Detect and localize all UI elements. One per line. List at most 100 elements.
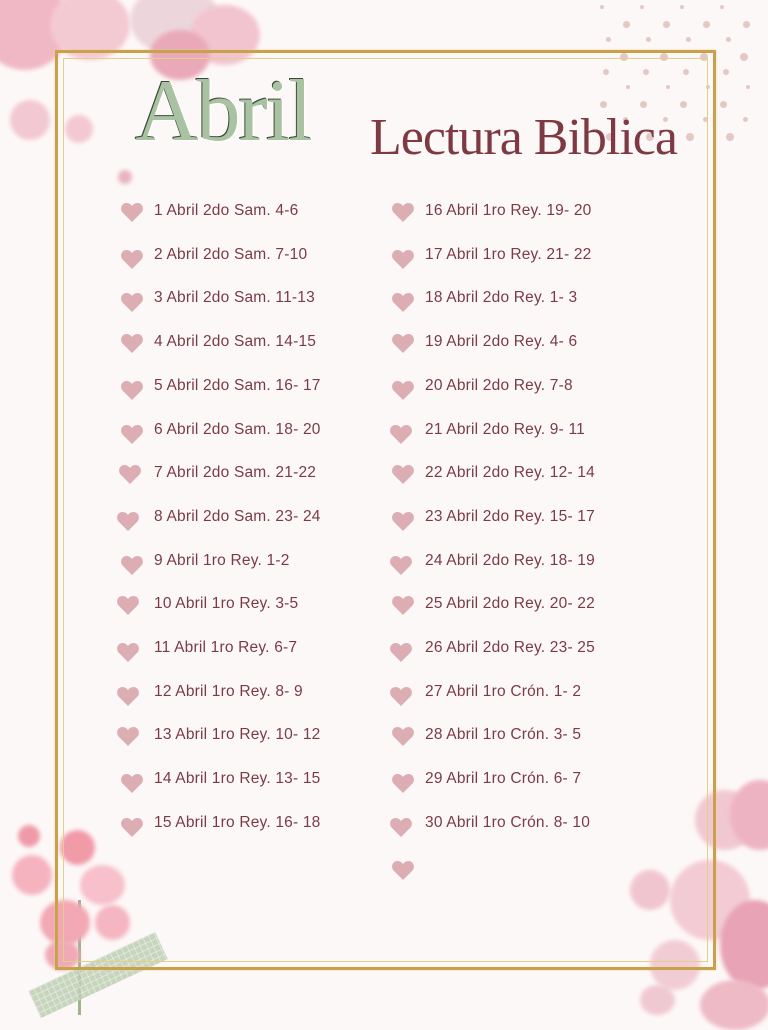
reading-item: 17 Abril 1ro Rey. 21- 22 <box>391 246 591 271</box>
dot <box>683 69 689 75</box>
dot <box>643 69 649 75</box>
reading-item: 29 Abril 1ro Crón. 6- 7 <box>391 770 581 795</box>
reading-item: 21 Abril 2do Rey. 9- 11 <box>389 421 585 446</box>
dot <box>646 37 651 42</box>
reading-item: 6 Abril 2do Sam. 18- 20 <box>120 421 320 446</box>
heart-icon <box>392 293 414 313</box>
heart-icon <box>392 596 414 616</box>
reading-text: 27 Abril 1ro Crón. 1- 2 <box>425 682 582 700</box>
dot <box>600 101 607 108</box>
heart-icon <box>390 817 412 837</box>
reading-text: 20 Abril 2do Rey. 7-8 <box>425 376 573 394</box>
reading-item: 15 Abril 1ro Rey. 16- 18 <box>120 814 320 839</box>
dot <box>703 21 710 28</box>
heart-icon <box>117 596 139 616</box>
dot <box>686 133 694 141</box>
heart-icon <box>121 817 143 837</box>
reading-item: 20 Abril 2do Rey. 7-8 <box>391 377 573 402</box>
reading-item: 11 Abril 1ro Rey. 6-7 <box>116 639 297 664</box>
heart-icon <box>390 643 412 662</box>
reading-text: 29 Abril 1ro Crón. 6- 7 <box>425 770 582 788</box>
dot <box>660 53 668 61</box>
reading-text: 9 Abril 1ro Rey. 1-2 <box>154 551 290 569</box>
heart-icon <box>121 249 143 269</box>
reading-item: 5 Abril 2do Sam. 16- 17 <box>120 377 320 402</box>
heart-icon <box>392 511 414 531</box>
heart-icon <box>117 686 139 706</box>
heart-icon <box>121 380 143 400</box>
reading-text: 12 Abril 1ro Rey. 8- 9 <box>154 682 303 700</box>
reading-item: 19 Abril 2do Rey. 4- 6 <box>391 331 577 355</box>
heart-icon <box>392 465 414 485</box>
reading-item: 12 Abril 1ro Rey. 8- 9 <box>116 683 303 708</box>
dot <box>646 133 654 141</box>
heart-icon <box>392 774 414 794</box>
dot <box>706 85 710 89</box>
reading-text: 23 Abril 2do Rey. 15- 17 <box>425 507 595 525</box>
dot <box>726 37 731 42</box>
heart-icon <box>392 727 414 747</box>
reading-item: 4 Abril 2do Sam. 14-15 <box>120 331 316 355</box>
reading-text: 7 Abril 2do Sam. 21-22 <box>154 464 317 482</box>
dot <box>720 101 727 108</box>
reading-item: 22 Abril 2do Rey. 12- 14 <box>391 462 595 486</box>
reading-text: 15 Abril 1ro Rey. 16- 18 <box>154 813 321 831</box>
heart-icon <box>121 203 143 222</box>
reading-text: 5 Abril 2do Sam. 16- 17 <box>154 376 321 394</box>
heart-icon <box>392 334 414 354</box>
reading-text: 6 Abril 2do Sam. 18- 20 <box>154 420 321 438</box>
dot <box>726 133 734 141</box>
reading-item: 7 Abril 2do Sam. 21-22 <box>118 462 316 486</box>
dot <box>743 21 750 28</box>
reading-text: 10 Abril 1ro Rey. 3-5 <box>154 595 299 613</box>
heart-icon <box>390 555 412 575</box>
heart-icon <box>121 774 143 794</box>
reading-text: 16 Abril 1ro Rey. 19- 20 <box>425 202 592 219</box>
heart-icon <box>121 555 143 575</box>
reading-item: 24 Abril 2do Rey. 18- 19 <box>389 552 595 577</box>
heart-icon <box>390 424 412 444</box>
dot <box>663 21 670 28</box>
reading-text: 8 Abril 2do Sam. 23- 24 <box>154 507 321 525</box>
reading-text: 13 Abril 1ro Rey. 10- 12 <box>154 726 321 744</box>
reading-item: 14 Abril 1ro Rey. 13- 15 <box>120 770 320 795</box>
dot <box>663 117 668 122</box>
heart-icon <box>390 686 412 706</box>
heart-icon <box>119 465 141 485</box>
page-title: Lectura Biblica <box>370 109 678 166</box>
dot <box>626 85 630 89</box>
dot <box>723 69 729 75</box>
dot <box>703 117 708 122</box>
reading-item: 9 Abril 1ro Rey. 1-2 <box>120 552 289 577</box>
reading-item: 2 Abril 2do Sam. 7-10 <box>120 246 307 271</box>
reading-text: 3 Abril 2do Sam. 11-13 <box>154 289 315 307</box>
extra-heart <box>391 858 415 882</box>
heart-icon <box>392 861 414 880</box>
heart-icon <box>121 293 143 313</box>
reading-text: 18 Abril 2do Rey. 1- 3 <box>425 289 578 307</box>
reading-item: 26 Abril 2do Rey. 23- 25 <box>389 639 595 664</box>
dot <box>606 133 614 141</box>
gold-frame-inner <box>63 58 708 962</box>
dot <box>600 5 604 9</box>
dot <box>623 117 628 122</box>
dot <box>666 85 670 89</box>
reading-text: 2 Abril 2do Sam. 7-10 <box>154 245 308 263</box>
reading-text: 24 Abril 2do Rey. 18- 19 <box>425 551 595 569</box>
dot <box>640 101 647 108</box>
reading-text: 21 Abril 2do Rey. 9- 11 <box>425 420 585 438</box>
reading-item: 18 Abril 2do Rey. 1- 3 <box>391 289 577 314</box>
dot <box>680 5 684 9</box>
reading-text: 30 Abril 1ro Crón. 8- 10 <box>425 813 591 831</box>
reading-item: 28 Abril 1ro Crón. 3- 5 <box>391 724 581 748</box>
reading-item: 13 Abril 1ro Rey. 10- 12 <box>116 724 320 748</box>
dot <box>606 37 611 42</box>
dot <box>746 85 750 89</box>
reading-text: 19 Abril 2do Rey. 4- 6 <box>425 333 578 351</box>
reading-text: 1 Abril 2do Sam. 4-6 <box>154 202 299 219</box>
heart-icon <box>121 334 143 354</box>
reading-text: 22 Abril 2do Rey. 12- 14 <box>425 464 595 482</box>
reading-text: 25 Abril 2do Rey. 20- 22 <box>425 595 595 613</box>
dot <box>720 5 724 9</box>
gold-frame <box>55 50 716 970</box>
